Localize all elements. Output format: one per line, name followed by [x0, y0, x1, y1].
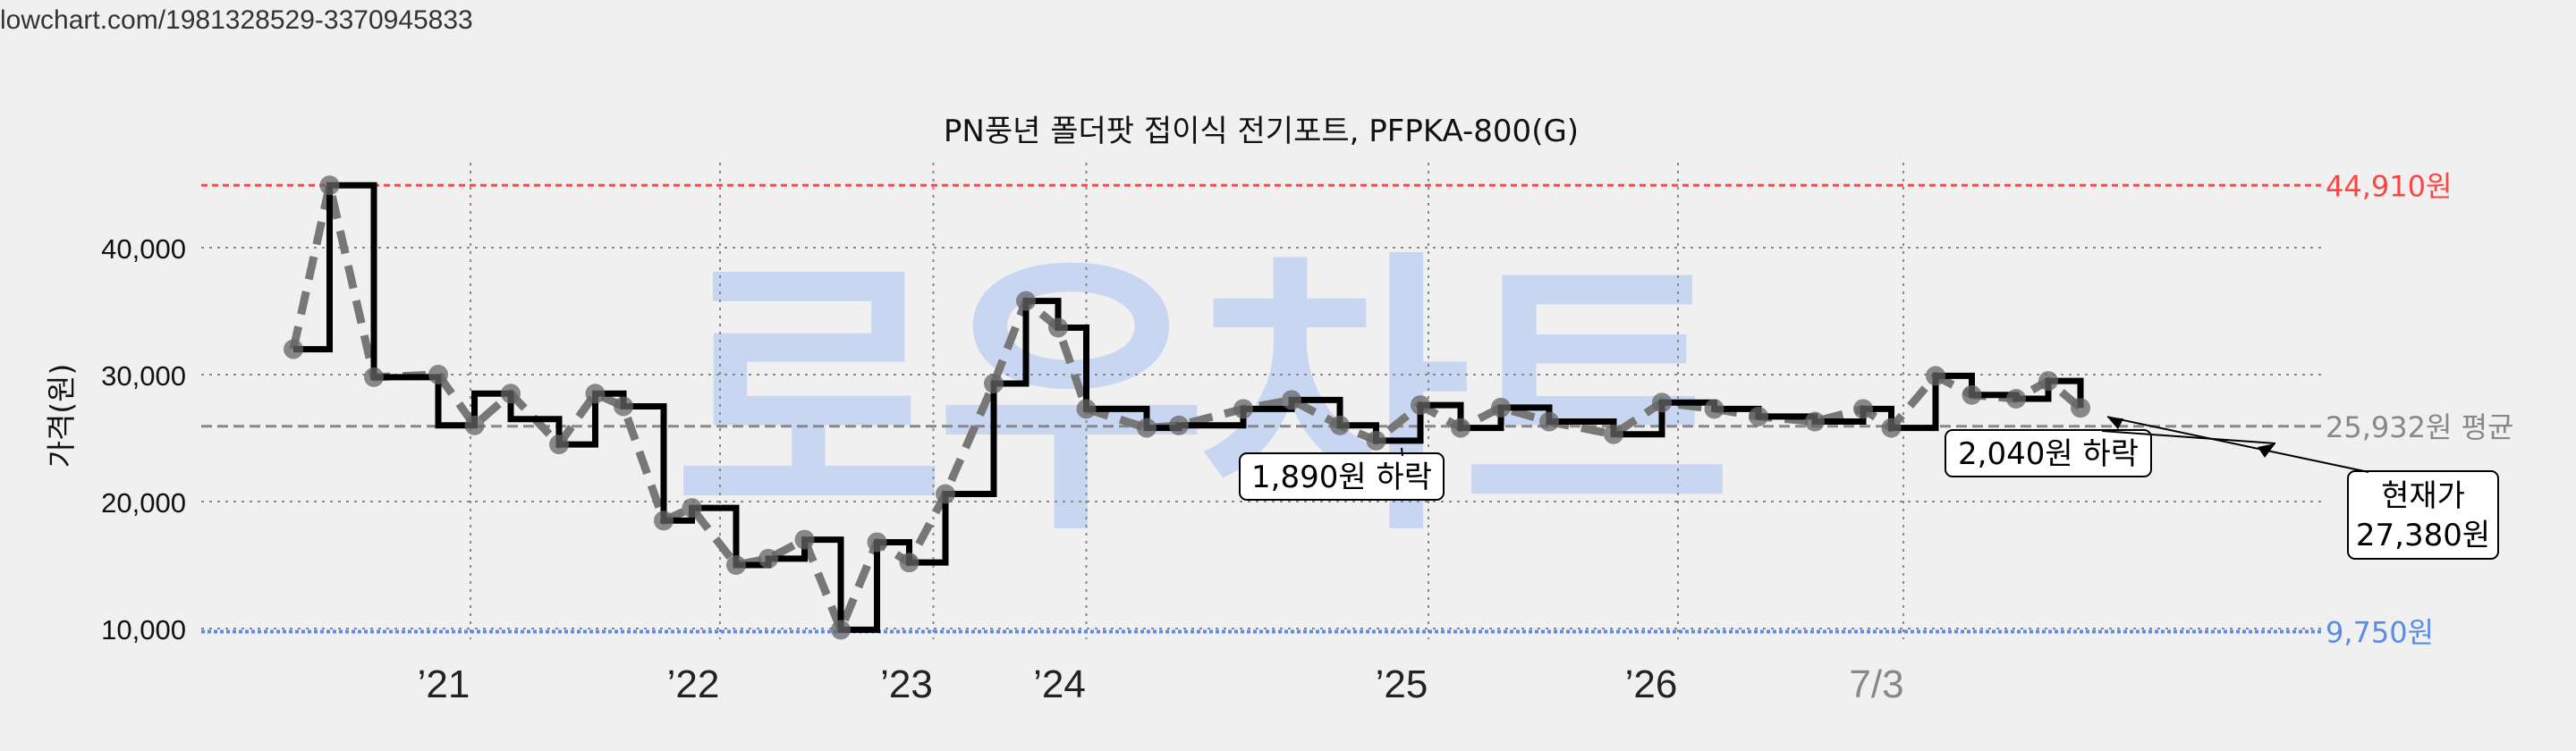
data-point: [682, 498, 702, 519]
annotation-box: [2347, 470, 2499, 560]
watermark: 로우차트: [674, 227, 1724, 570]
data-point: [319, 175, 340, 196]
data-point: [867, 532, 887, 553]
data-point: [2038, 371, 2058, 392]
annotation-text: 2,040원 하락: [1958, 436, 2139, 472]
data-point: [1805, 411, 1825, 432]
annotation-text: 1,890원 하락: [1251, 460, 1432, 495]
data-point: [1749, 406, 1768, 426]
data-point: [549, 435, 569, 455]
y-tick-label: 20,000: [101, 487, 186, 519]
annotation-text: 현재가: [2381, 478, 2465, 514]
data-point: [428, 365, 448, 384]
arrow-head: [2107, 417, 2123, 430]
x-tick-label: ’24: [1033, 662, 1086, 706]
data-point: [794, 529, 815, 550]
data-point: [1962, 384, 1982, 405]
x-tick-label: ’23: [880, 662, 933, 706]
annotation-box: [1239, 452, 1445, 501]
source-url: lowchart.com/1981328529-3370945833: [0, 5, 473, 35]
data-point: [2071, 398, 2090, 418]
annotation-current-price: 현재가 27,380원: [2347, 470, 2499, 560]
data-point: [1076, 399, 1097, 419]
annotation-box: [1945, 429, 2152, 477]
data-point: [654, 511, 674, 531]
reference-label-max: 44,910원: [2326, 169, 2452, 203]
data-point: [831, 620, 851, 640]
data-point: [1233, 399, 1253, 419]
data-point: [726, 555, 746, 575]
data-point: [1048, 317, 1068, 338]
x-tick-label: ’25: [1376, 662, 1428, 706]
data-point: [1330, 415, 1350, 435]
data-point: [501, 384, 521, 404]
data-point: [1704, 399, 1724, 419]
data-point: [1853, 399, 1873, 419]
y-tick-label: 40,000: [101, 233, 186, 265]
data-point: [1451, 418, 1470, 438]
data-point: [284, 339, 303, 359]
data-point: [899, 553, 919, 573]
x-tick-label: ’26: [1625, 662, 1678, 706]
x-tick-label: 7/3: [1849, 662, 1903, 706]
data-point: [1652, 392, 1672, 413]
data-point: [614, 396, 633, 417]
x-tick-label: ’22: [667, 662, 720, 706]
annotation-text: 27,380원: [2356, 518, 2490, 553]
data-point: [936, 484, 955, 504]
data-point: [1137, 418, 1157, 438]
data-point: [1881, 418, 1902, 438]
reference-label-avg: 25,932원 평균: [2326, 410, 2513, 444]
data-point: [464, 415, 485, 435]
data-point: [1282, 390, 1301, 410]
data-point: [1169, 415, 1189, 435]
data-point: [758, 548, 778, 569]
data-point: [1366, 430, 1386, 451]
data-point: [1539, 411, 1559, 432]
data-point: [1016, 291, 1036, 311]
data-point: [364, 367, 384, 387]
y-tick-label: 30,000: [101, 360, 186, 392]
data-point: [585, 384, 606, 404]
data-point: [1926, 366, 1945, 386]
data-point: [1411, 395, 1430, 416]
annotation-arrow: [2101, 430, 2276, 444]
data-point: [2006, 388, 2026, 409]
data-point: [1491, 397, 1511, 418]
x-tick-label: ’21: [418, 662, 470, 706]
reference-label-min: 9,750원: [2326, 616, 2434, 650]
data-point: [1604, 424, 1623, 444]
annotation-drop-2: 2,040원 하락: [1945, 429, 2152, 477]
data-point: [984, 373, 1004, 393]
annotation-drop-1: 1,890원 하락: [1239, 452, 1445, 501]
y-tick-label: 10,000: [101, 614, 186, 646]
y-axis-label: 가격(원): [44, 364, 79, 468]
chart-title: PN풍년 폴더팟 접이식 전기포트, PFPKA-800(G): [944, 114, 1579, 149]
annotation-arrow: [2106, 416, 2369, 473]
